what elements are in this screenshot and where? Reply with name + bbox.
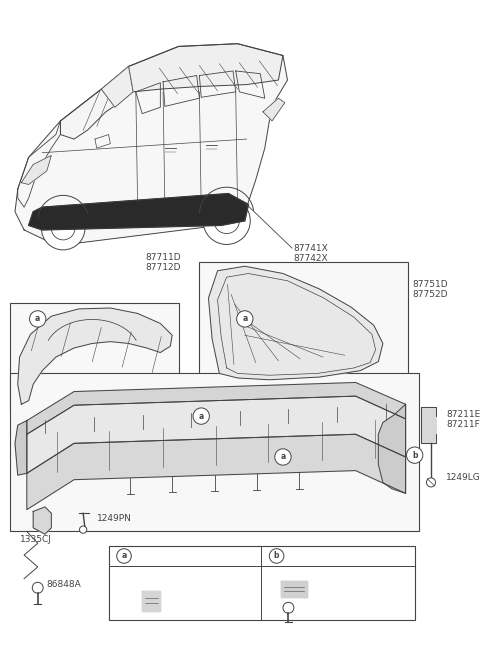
Circle shape — [193, 408, 209, 424]
Bar — [11, 302, 179, 411]
Text: a: a — [121, 552, 127, 560]
Circle shape — [80, 526, 87, 533]
Circle shape — [30, 311, 46, 327]
Circle shape — [32, 583, 43, 593]
Circle shape — [41, 206, 85, 250]
Bar — [11, 373, 419, 531]
Circle shape — [117, 548, 131, 564]
Text: 86848A: 86848A — [47, 580, 82, 588]
Polygon shape — [129, 44, 283, 92]
Polygon shape — [208, 266, 383, 380]
Text: a: a — [242, 314, 247, 323]
Text: b: b — [412, 451, 418, 460]
Circle shape — [283, 602, 294, 613]
Text: a: a — [280, 453, 286, 461]
Polygon shape — [27, 382, 406, 434]
Polygon shape — [142, 592, 160, 611]
Polygon shape — [15, 44, 288, 243]
Text: b: b — [274, 552, 279, 560]
Polygon shape — [60, 66, 133, 139]
Circle shape — [275, 449, 291, 465]
Polygon shape — [18, 308, 172, 404]
Text: 87756J: 87756J — [187, 552, 219, 560]
Text: a: a — [35, 314, 40, 323]
Polygon shape — [421, 407, 442, 443]
Text: 1249LG: 1249LG — [446, 474, 480, 482]
Circle shape — [426, 478, 435, 487]
Text: 87741X
87742X: 87741X 87742X — [294, 243, 329, 263]
Bar — [108, 546, 415, 621]
Polygon shape — [15, 420, 27, 475]
Polygon shape — [101, 66, 133, 108]
Text: a: a — [199, 411, 204, 420]
Polygon shape — [22, 155, 51, 184]
Text: 87711D
87712D: 87711D 87712D — [145, 253, 180, 272]
Circle shape — [269, 548, 284, 564]
Polygon shape — [281, 581, 307, 597]
Text: 1249PN: 1249PN — [97, 514, 132, 523]
Polygon shape — [29, 194, 249, 230]
Text: 87211E
87211F: 87211E 87211F — [446, 410, 480, 429]
Text: 1249LG: 1249LG — [300, 609, 334, 618]
Text: 87759D: 87759D — [310, 583, 346, 592]
Text: 1335CJ: 1335CJ — [20, 535, 51, 544]
Polygon shape — [378, 404, 406, 493]
Circle shape — [237, 311, 253, 327]
Circle shape — [407, 447, 423, 463]
Bar — [199, 262, 408, 386]
Text: 87751D
87752D: 87751D 87752D — [412, 280, 447, 299]
Polygon shape — [33, 507, 51, 534]
Polygon shape — [27, 396, 406, 474]
Polygon shape — [263, 98, 285, 121]
Circle shape — [203, 197, 250, 245]
Polygon shape — [27, 434, 406, 510]
